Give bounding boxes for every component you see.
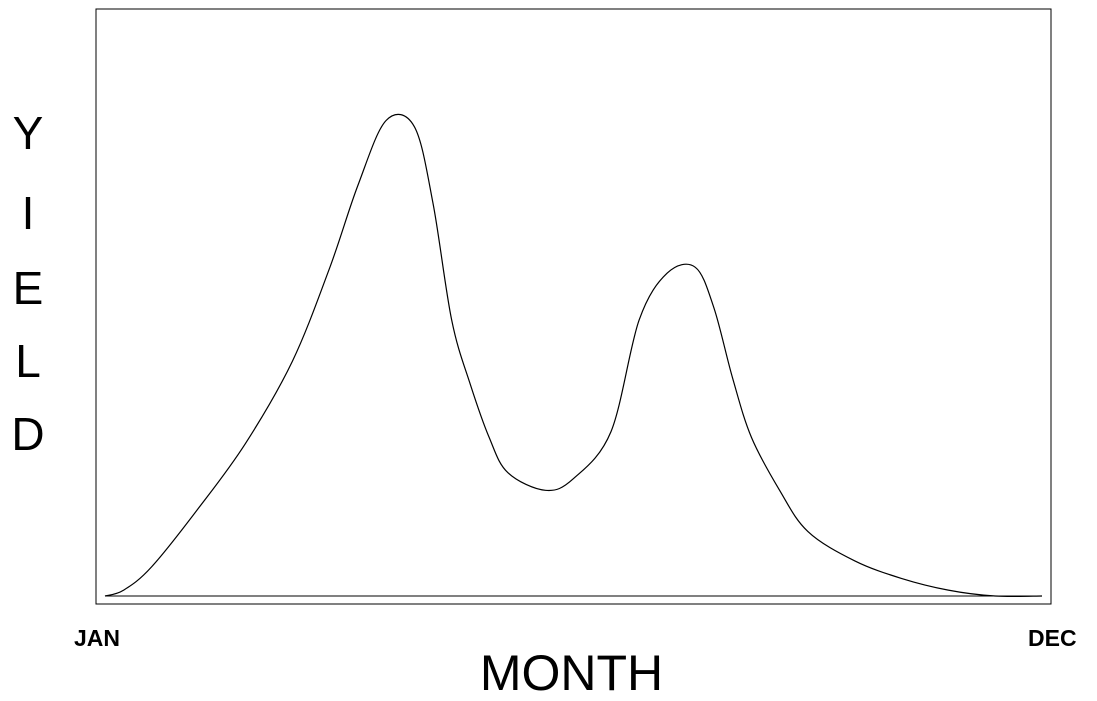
y-axis-label-letter: L (8, 338, 48, 384)
yield-curve-line (105, 114, 1042, 596)
y-axis-label-letter: Y (8, 110, 48, 156)
series-layer (105, 114, 1042, 596)
x-axis-label: MONTH (0, 646, 1097, 700)
plot-frame (96, 9, 1051, 604)
y-axis-label-letter: D (8, 411, 48, 457)
y-axis-label-letter: E (8, 265, 48, 311)
y-axis-label-letter: I (8, 190, 48, 236)
